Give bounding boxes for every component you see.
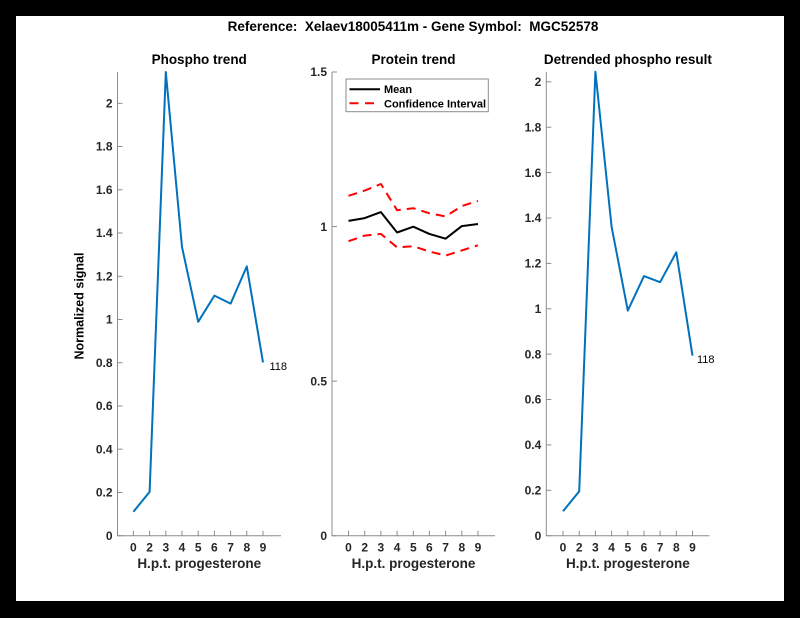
svg-text:1.8: 1.8 bbox=[96, 140, 113, 154]
svg-text:0.4: 0.4 bbox=[96, 442, 113, 456]
svg-text:0.4: 0.4 bbox=[525, 438, 542, 452]
svg-text:9: 9 bbox=[260, 540, 267, 554]
svg-text:4: 4 bbox=[179, 540, 186, 554]
svg-text:2: 2 bbox=[106, 97, 113, 111]
svg-text:7: 7 bbox=[657, 540, 664, 554]
svg-text:118: 118 bbox=[270, 361, 288, 373]
svg-text:7: 7 bbox=[442, 540, 449, 554]
svg-text:4: 4 bbox=[394, 540, 401, 554]
svg-text:Detrended phospho result: Detrended phospho result bbox=[544, 52, 713, 67]
svg-text:H.p.t. progesterone: H.p.t. progesterone bbox=[352, 556, 476, 571]
svg-text:0: 0 bbox=[320, 529, 327, 543]
svg-text:2: 2 bbox=[361, 540, 368, 554]
svg-text:8: 8 bbox=[458, 540, 465, 554]
svg-text:1.2: 1.2 bbox=[525, 257, 542, 271]
svg-text:0.6: 0.6 bbox=[525, 393, 542, 407]
svg-text:Phospho trend: Phospho trend bbox=[152, 52, 247, 67]
svg-text:Normalized signal: Normalized signal bbox=[73, 253, 87, 360]
svg-text:0.2: 0.2 bbox=[96, 486, 113, 500]
svg-text:9: 9 bbox=[689, 540, 696, 554]
svg-text:2: 2 bbox=[576, 540, 583, 554]
svg-text:1: 1 bbox=[106, 313, 113, 327]
svg-text:7: 7 bbox=[227, 540, 234, 554]
svg-text:1: 1 bbox=[535, 302, 542, 316]
svg-text:1.8: 1.8 bbox=[525, 120, 542, 134]
svg-text:0.8: 0.8 bbox=[96, 356, 113, 370]
svg-text:0.5: 0.5 bbox=[310, 374, 327, 388]
svg-text:1.2: 1.2 bbox=[96, 270, 113, 284]
svg-text:2: 2 bbox=[146, 540, 153, 554]
svg-text:5: 5 bbox=[624, 540, 631, 554]
svg-text:118: 118 bbox=[697, 354, 715, 366]
svg-text:3: 3 bbox=[378, 540, 385, 554]
svg-text:0: 0 bbox=[130, 540, 137, 554]
svg-text:4: 4 bbox=[608, 540, 615, 554]
svg-text:3: 3 bbox=[592, 540, 599, 554]
svg-text:9: 9 bbox=[475, 540, 482, 554]
svg-text:0: 0 bbox=[345, 540, 352, 554]
svg-text:0: 0 bbox=[560, 540, 567, 554]
svg-text:1: 1 bbox=[320, 220, 327, 234]
svg-text:0: 0 bbox=[535, 529, 542, 543]
svg-text:8: 8 bbox=[243, 540, 250, 554]
svg-text:Mean: Mean bbox=[384, 84, 412, 96]
svg-text:0.8: 0.8 bbox=[525, 347, 542, 361]
svg-text:1.4: 1.4 bbox=[96, 226, 113, 240]
svg-text:5: 5 bbox=[410, 540, 417, 554]
svg-text:0.2: 0.2 bbox=[525, 484, 542, 498]
svg-text:6: 6 bbox=[211, 540, 218, 554]
svg-text:Protein trend: Protein trend bbox=[371, 52, 455, 67]
svg-text:6: 6 bbox=[641, 540, 648, 554]
svg-text:6: 6 bbox=[426, 540, 433, 554]
svg-text:Confidence Interval: Confidence Interval bbox=[384, 98, 486, 110]
svg-text:H.p.t. progesterone: H.p.t. progesterone bbox=[137, 556, 261, 571]
svg-text:H.p.t. progesterone: H.p.t. progesterone bbox=[566, 556, 690, 571]
svg-text:3: 3 bbox=[162, 540, 169, 554]
svg-text:1.4: 1.4 bbox=[525, 211, 542, 225]
svg-text:5: 5 bbox=[195, 540, 202, 554]
svg-text:0.6: 0.6 bbox=[96, 399, 113, 413]
svg-text:8: 8 bbox=[673, 540, 680, 554]
svg-text:1.6: 1.6 bbox=[525, 166, 542, 180]
svg-text:1.5: 1.5 bbox=[310, 65, 327, 79]
svg-text:Reference: Xelaev18005411m -: Reference: Xelaev18005411m - Gene Symbol… bbox=[228, 19, 599, 34]
svg-text:1.6: 1.6 bbox=[96, 183, 113, 197]
svg-text:2: 2 bbox=[535, 75, 542, 89]
svg-text:0: 0 bbox=[106, 529, 113, 543]
